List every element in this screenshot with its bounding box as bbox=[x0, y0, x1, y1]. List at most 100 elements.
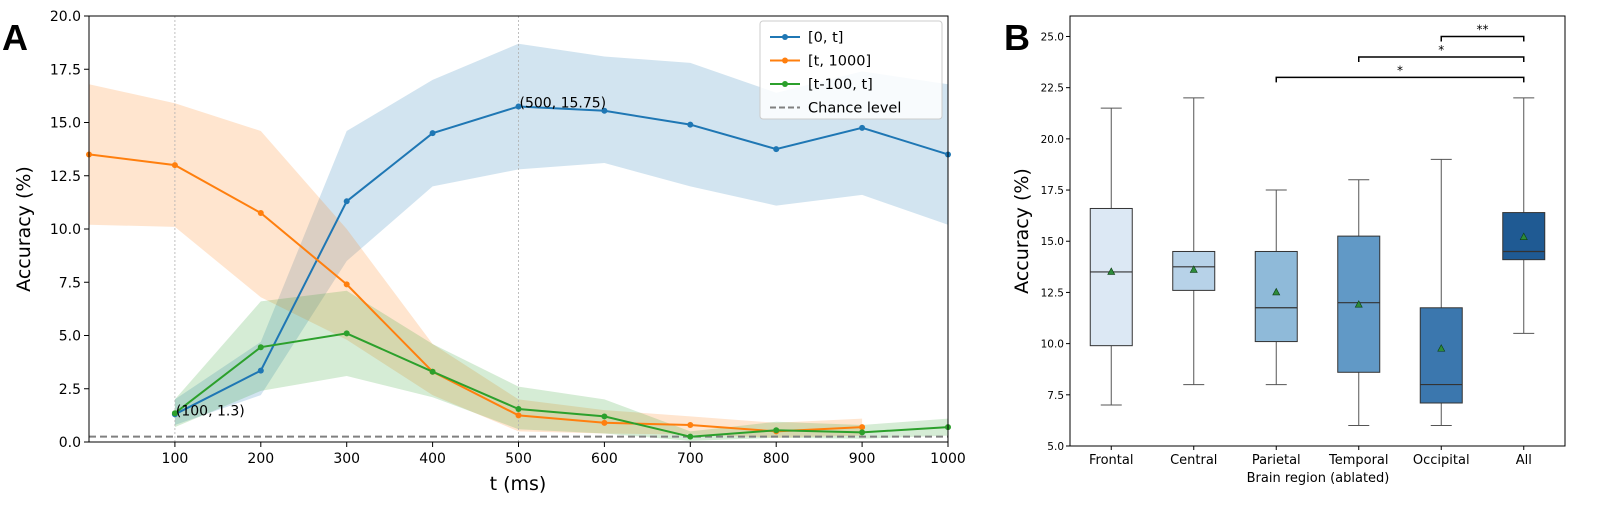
x-tick-label: 1000 bbox=[930, 451, 966, 467]
point-annotations: (500, 15.75) (100, 1.3) bbox=[176, 96, 606, 420]
data-point bbox=[601, 419, 608, 426]
legend-marker bbox=[782, 34, 788, 40]
data-point bbox=[429, 130, 436, 137]
y-tick-label: 2.5 bbox=[59, 382, 81, 398]
x-tick-label: 400 bbox=[419, 451, 446, 467]
data-point bbox=[601, 107, 608, 114]
x-tick-label: 600 bbox=[591, 451, 618, 467]
data-point bbox=[257, 367, 264, 374]
data-point bbox=[773, 427, 780, 434]
x-tick-label: 900 bbox=[849, 451, 876, 467]
significance-brackets: **** bbox=[1275, 22, 1525, 83]
x-tick-label: Central bbox=[1170, 453, 1217, 468]
series-line-2 bbox=[174, 332, 949, 438]
y-tick-label: 5.0 bbox=[1047, 441, 1064, 453]
band-series-0 bbox=[174, 43, 948, 425]
data-point bbox=[515, 103, 522, 110]
mean-marker bbox=[1107, 267, 1116, 275]
x-axis-ticks: 100 200 300 400 500 600 700 800 900 1000 bbox=[162, 442, 966, 467]
panel-b-letter: B bbox=[1004, 17, 1030, 58]
x-tick-label: 300 bbox=[333, 451, 360, 467]
y-tick-label: 0.0 bbox=[59, 435, 81, 451]
significance-bracket bbox=[1440, 35, 1525, 42]
panel-a-letter: A bbox=[2, 17, 28, 58]
annotation-label: (100, 1.3) bbox=[176, 403, 245, 419]
plot-area-frame bbox=[1069, 15, 1566, 447]
panel-b-box-plot: B **** Frontal Central Parietal Temporal Occ… bbox=[1004, 15, 1566, 486]
x-axis-label: t (ms) bbox=[490, 473, 547, 495]
significance-bracket bbox=[1358, 56, 1525, 62]
data-point bbox=[343, 281, 350, 288]
data-point bbox=[601, 413, 608, 420]
annotation-label: (500, 15.75) bbox=[520, 96, 607, 112]
y-tick-label: 22.5 bbox=[1041, 83, 1064, 95]
y-tick-label: 10.0 bbox=[50, 222, 81, 238]
y-tick-label: 15.0 bbox=[1041, 236, 1064, 248]
box-frontal bbox=[1089, 207, 1133, 347]
x-tick-label: 700 bbox=[677, 451, 704, 467]
significance-label: * bbox=[1397, 63, 1403, 77]
y-tick-label: 12.5 bbox=[1041, 287, 1064, 299]
y-tick-label: 20.0 bbox=[50, 9, 81, 25]
y-axis-label: Accuracy (%) bbox=[1011, 168, 1033, 294]
y-axis-ticks: 0.0 2.5 5.0 7.5 10.0 12.5 15.0 17.5 20.0 bbox=[50, 9, 89, 451]
data-point bbox=[171, 162, 178, 169]
y-tick-label: 12.5 bbox=[50, 169, 81, 185]
data-point bbox=[171, 410, 178, 417]
data-point bbox=[859, 429, 866, 436]
box-parietal bbox=[1254, 250, 1298, 343]
x-axis-ticks: Frontal Central Parietal Temporal Occipital A… bbox=[1089, 446, 1532, 468]
x-tick-label: 500 bbox=[505, 451, 532, 467]
mean-marker bbox=[1437, 344, 1446, 352]
y-tick-label: 20.0 bbox=[1041, 134, 1064, 146]
x-tick-label: Occipital bbox=[1413, 453, 1470, 468]
x-tick-label: Parietal bbox=[1252, 453, 1301, 468]
data-point bbox=[859, 424, 866, 431]
x-tick-label: 800 bbox=[763, 451, 790, 467]
data-point bbox=[687, 121, 694, 128]
x-tick-label: 100 bbox=[162, 451, 189, 467]
x-tick-label: All bbox=[1516, 453, 1532, 468]
legend-marker bbox=[782, 81, 788, 87]
box-occipital bbox=[1419, 307, 1463, 404]
series-line-1 bbox=[88, 153, 863, 433]
legend-label: [0, t] bbox=[808, 30, 843, 46]
legend-box bbox=[759, 20, 943, 120]
band-series-1 bbox=[89, 84, 863, 438]
x-axis-label: Brain region (ablated) bbox=[1247, 471, 1390, 486]
band-series-2 bbox=[174, 290, 948, 441]
data-point bbox=[687, 433, 694, 440]
data-point bbox=[257, 344, 264, 351]
mean-marker bbox=[1354, 300, 1363, 308]
data-point bbox=[429, 368, 436, 375]
confidence-bands bbox=[89, 43, 948, 441]
significance-label: ** bbox=[1477, 22, 1489, 36]
mean-marker bbox=[1189, 265, 1198, 273]
data-point bbox=[515, 405, 522, 412]
series-line-0 bbox=[174, 105, 949, 416]
x-tick-label: Temporal bbox=[1328, 453, 1389, 468]
data-point bbox=[515, 412, 522, 419]
x-tick-label: Frontal bbox=[1089, 453, 1133, 468]
significance-bracket bbox=[1275, 76, 1525, 83]
legend-label: Chance level bbox=[808, 101, 901, 117]
y-tick-label: 7.5 bbox=[59, 275, 81, 291]
data-point bbox=[343, 330, 350, 337]
y-tick-label: 10.0 bbox=[1041, 339, 1064, 351]
box-plots bbox=[1089, 97, 1546, 427]
panel-a-line-chart: A (500, 15.75) (100, 1.3) 100 200 300 400 500… bbox=[2, 9, 966, 495]
y-tick-label: 7.5 bbox=[1047, 390, 1064, 402]
y-tick-label: 5.0 bbox=[59, 329, 81, 345]
reference-lines bbox=[174, 16, 519, 442]
mean-marker bbox=[1272, 287, 1281, 296]
legend-label: [t, 1000] bbox=[808, 54, 871, 70]
data-point bbox=[343, 198, 350, 205]
y-tick-label: 15.0 bbox=[50, 116, 81, 132]
y-tick-label: 17.5 bbox=[1041, 185, 1064, 197]
y-tick-label: 17.5 bbox=[50, 62, 81, 78]
legend-marker bbox=[782, 57, 788, 64]
y-tick-label: 25.0 bbox=[1041, 31, 1064, 43]
data-point bbox=[773, 146, 780, 153]
series-lines bbox=[88, 105, 949, 438]
